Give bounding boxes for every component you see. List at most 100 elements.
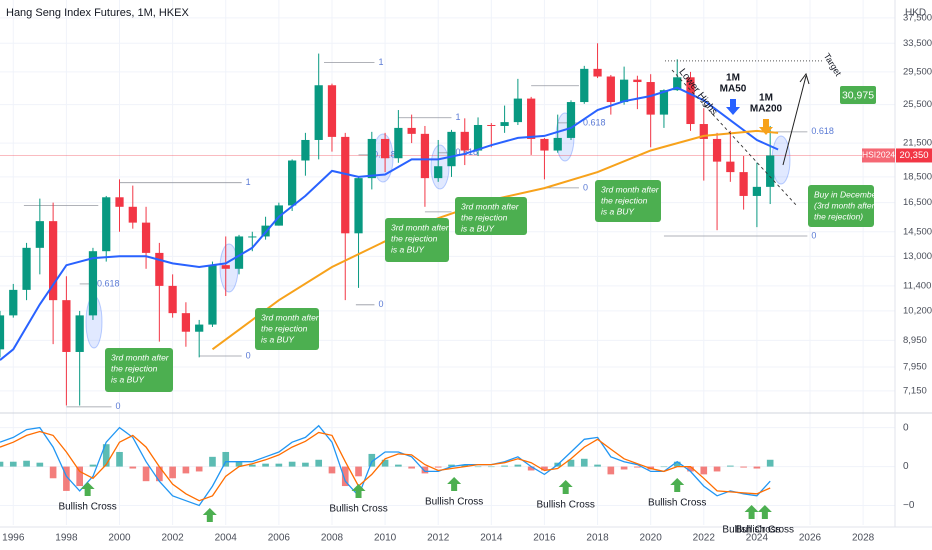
macd-histogram-bar <box>355 466 362 477</box>
callout-text: is a BUY <box>391 244 425 254</box>
y-tick-label: 13,000 <box>903 251 932 262</box>
candle-body <box>327 85 337 137</box>
x-tick-label: 2008 <box>321 533 344 544</box>
candle-body <box>234 236 244 269</box>
bullish-cross-arrow <box>744 505 759 519</box>
rejection-highlight <box>771 135 791 185</box>
last-price-tag <box>896 148 932 163</box>
bullish-cross-arrow <box>558 480 573 494</box>
fib-level-label: 0 <box>811 230 816 240</box>
overlay-layer: 1996 1998 2000 2002 2004 2006 2008 2010 2012 2014… <box>2 12 932 544</box>
bullish-cross-label: Bullish Cross <box>425 497 483 508</box>
callout-text: is a BUY <box>261 334 295 344</box>
macd-histogram-bar <box>341 466 349 487</box>
x-tick-label: 2002 <box>162 533 185 544</box>
macd-y-tick-label: 0 <box>903 461 909 472</box>
candle-body <box>460 131 469 151</box>
candle-body <box>473 124 483 151</box>
x-tick-label: 2014 <box>480 533 503 544</box>
callout-text: Buy in December <box>814 189 880 199</box>
macd-histogram-bar <box>488 466 495 468</box>
candle-body <box>141 222 151 253</box>
symbol-tag <box>862 148 895 163</box>
macd-histogram-bar <box>169 466 176 479</box>
x-tick-label: 2028 <box>852 533 875 544</box>
bullish-cross-arrow <box>202 508 217 522</box>
candle-body <box>221 265 230 269</box>
callout-text: the rejection <box>261 323 308 333</box>
macd-histogram-bar <box>76 466 83 487</box>
macd-histogram-bar <box>182 466 190 474</box>
ma-annotation-label: MA200 <box>750 104 783 115</box>
candle-body <box>248 236 257 238</box>
fib-level-label: 0 <box>116 401 121 411</box>
target-value-box <box>840 86 876 104</box>
macd-histogram-bar <box>580 458 588 467</box>
moving-average-line <box>0 86 779 361</box>
callout-text: the rejection) <box>814 211 863 221</box>
signal-line <box>0 430 771 502</box>
candle-body <box>699 124 708 139</box>
candle-body <box>646 82 655 115</box>
bullish-cross-label: Bullish Cross <box>648 498 706 509</box>
candle-body <box>394 127 403 159</box>
x-tick-label: 2018 <box>586 533 609 544</box>
bullish-cross-arrow <box>670 478 685 492</box>
ma-annotation-label: 1M <box>726 73 740 84</box>
x-tick-label: 2010 <box>374 533 397 544</box>
x-tick-label: 2000 <box>108 533 131 544</box>
candle-body <box>739 172 748 196</box>
callout-box <box>105 348 173 392</box>
candle-body <box>606 76 615 103</box>
candle-body <box>726 161 735 173</box>
candle-body <box>513 98 522 123</box>
bullish-cross-label: Bullish Cross <box>329 504 387 515</box>
macd-histogram-bar <box>36 462 44 467</box>
fib-level-label: 1 <box>378 57 383 67</box>
y-tick-label: 21,500 <box>903 138 932 149</box>
macd-histogram-bar <box>0 461 4 467</box>
candle-body <box>686 77 695 125</box>
y-tick-label: 29,500 <box>903 66 932 77</box>
callout-text: the rejection <box>391 233 438 243</box>
macd-histogram-bar <box>262 463 269 467</box>
candle-body <box>487 124 496 126</box>
macd-histogram-bar <box>434 466 442 468</box>
candle-body <box>752 186 762 196</box>
candle-body <box>168 285 177 314</box>
callout-text: (3rd month after <box>814 200 876 210</box>
macd-histogram-bar <box>102 444 110 467</box>
fib-level-label: 0 <box>246 350 251 360</box>
macd-y-tick-label: 0 <box>903 422 909 433</box>
candle-body <box>673 77 682 91</box>
candle-body <box>75 315 84 352</box>
y-tick-label: 16,500 <box>903 197 932 208</box>
macd-histogram-bar <box>474 466 482 468</box>
candle-body <box>35 221 44 248</box>
fib-level-label: 0.618 <box>583 117 606 127</box>
candle-body <box>9 289 18 316</box>
candle-body <box>434 166 443 179</box>
macd-histogram-bar <box>740 466 747 468</box>
macd-histogram-bar <box>302 462 309 467</box>
macd-histogram-bar <box>49 466 57 479</box>
y-tick-label: 18,500 <box>903 171 932 182</box>
candle-body <box>527 98 536 139</box>
candle-body <box>619 79 629 103</box>
candle-body <box>447 131 456 167</box>
callout-text: is a BUY <box>461 223 495 233</box>
candle-body <box>367 138 376 179</box>
bullish-cross-arrow <box>80 482 95 496</box>
x-tick-label: 2020 <box>640 533 663 544</box>
x-tick-label: 2012 <box>427 533 450 544</box>
macd-line <box>0 424 771 507</box>
callout-text: the rejection <box>601 195 648 205</box>
lower-highs-line <box>671 69 798 207</box>
macd-histogram-bar <box>673 461 681 467</box>
bullish-cross-arrow <box>757 505 772 519</box>
callout-text: 3rd month after <box>261 312 320 322</box>
macd-histogram-bar <box>594 464 601 467</box>
candle-body <box>593 68 602 77</box>
projection-arrow <box>782 72 810 166</box>
